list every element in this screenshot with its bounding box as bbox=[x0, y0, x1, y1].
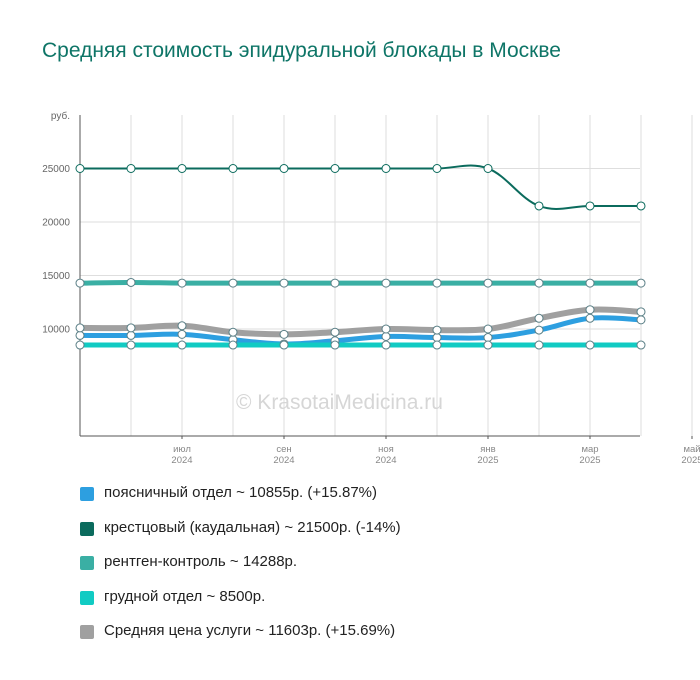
data-point bbox=[432, 325, 442, 335]
data-point bbox=[75, 323, 85, 333]
y-tick-label: 10000 bbox=[42, 325, 70, 336]
legend-swatch bbox=[80, 487, 94, 501]
watermark: © KrasotaiMedicina.ru bbox=[236, 391, 443, 414]
legend-label: грудной отдел ~ 8500р. bbox=[104, 587, 266, 605]
x-tick-label: сен bbox=[276, 444, 291, 455]
data-point bbox=[228, 278, 238, 288]
data-point bbox=[126, 340, 136, 350]
data-point bbox=[330, 278, 340, 288]
data-point bbox=[483, 278, 493, 288]
data-point bbox=[381, 331, 391, 341]
data-point bbox=[432, 340, 442, 350]
data-point bbox=[585, 313, 595, 323]
data-point bbox=[279, 278, 289, 288]
data-point bbox=[636, 340, 646, 350]
y-axis-label: руб. bbox=[51, 110, 70, 122]
data-point bbox=[585, 201, 595, 211]
legend-label: рентген-контроль ~ 14288р. bbox=[104, 553, 298, 570]
x-tick-label-year: 2024 bbox=[375, 455, 396, 466]
y-tick-label: 15000 bbox=[42, 271, 70, 282]
data-point bbox=[483, 340, 493, 350]
legend-swatch bbox=[80, 521, 94, 536]
x-tick-label: май bbox=[683, 444, 700, 455]
legend-item[interactable]: грудной отдел ~ 8500р. bbox=[80, 588, 401, 623]
x-tick-label-year: 2025 bbox=[477, 455, 498, 466]
data-point bbox=[126, 164, 136, 173]
data-point bbox=[381, 278, 391, 288]
data-point bbox=[534, 325, 544, 335]
legend-item[interactable]: крестцовый (каудальная) ~ 21500р. (-14%) bbox=[80, 519, 401, 554]
data-point bbox=[177, 278, 187, 288]
data-point bbox=[330, 327, 340, 337]
data-point bbox=[177, 164, 187, 173]
x-tick-label-year: 2024 bbox=[273, 455, 294, 466]
series-line bbox=[77, 306, 644, 338]
legend-swatch bbox=[80, 590, 94, 605]
data-point bbox=[330, 164, 340, 173]
data-point bbox=[585, 305, 595, 315]
x-tick-label: июл bbox=[173, 444, 191, 455]
data-point bbox=[432, 333, 442, 343]
data-point bbox=[75, 330, 85, 340]
data-point bbox=[177, 321, 187, 331]
x-tick-label-year: 2025 bbox=[681, 455, 700, 466]
data-point bbox=[228, 340, 238, 350]
data-point bbox=[126, 323, 136, 333]
chart-title: Средняя стоимость эпидуральной блокады в… bbox=[42, 39, 561, 62]
data-point bbox=[636, 307, 646, 317]
data-point bbox=[126, 277, 136, 287]
data-point bbox=[75, 164, 85, 173]
legend: поясничный отдел ~ 10855р. (+15.87%) кре… bbox=[80, 484, 401, 657]
series-line bbox=[77, 279, 644, 286]
data-point bbox=[432, 278, 442, 288]
data-point bbox=[381, 340, 391, 350]
data-point bbox=[636, 315, 646, 325]
data-point bbox=[228, 327, 238, 337]
data-point bbox=[75, 278, 85, 288]
data-point bbox=[177, 329, 187, 339]
data-point bbox=[75, 340, 85, 350]
legend-label: крестцовый (каудальная) ~ 21500р. (-14%) bbox=[104, 518, 401, 536]
data-point bbox=[636, 201, 646, 211]
data-point bbox=[534, 278, 544, 288]
legend-swatch bbox=[80, 556, 94, 570]
legend-item[interactable]: рентген-контроль ~ 14288р. bbox=[80, 553, 401, 588]
data-point bbox=[279, 164, 289, 173]
data-point bbox=[585, 340, 595, 350]
data-point bbox=[228, 164, 238, 173]
series-line bbox=[79, 164, 642, 210]
y-tick-label: 20000 bbox=[42, 218, 70, 229]
legend-swatch bbox=[80, 625, 94, 639]
x-tick-label: ноя bbox=[378, 444, 394, 455]
data-point bbox=[534, 313, 544, 323]
x-tick-label: янв bbox=[480, 444, 495, 455]
legend-label: Средняя цена услуги ~ 11603р. (+15.69%) bbox=[104, 622, 396, 639]
data-point bbox=[636, 278, 646, 288]
data-point bbox=[279, 329, 289, 339]
data-point bbox=[279, 340, 289, 350]
data-point bbox=[534, 340, 544, 350]
y-tick-label: 25000 bbox=[42, 164, 70, 175]
data-point bbox=[432, 164, 442, 173]
data-point bbox=[381, 324, 391, 334]
data-point bbox=[483, 333, 493, 343]
data-point bbox=[534, 201, 544, 211]
data-point bbox=[483, 164, 493, 173]
data-point bbox=[381, 164, 391, 173]
line-chart: 10000150002000025000руб.июл2024сен2024но… bbox=[42, 110, 700, 466]
legend-item[interactable]: поясничный отдел ~ 10855р. (+15.87%) bbox=[80, 484, 401, 519]
data-point bbox=[126, 330, 136, 340]
data-point bbox=[585, 278, 595, 288]
data-point bbox=[177, 340, 187, 350]
data-point bbox=[483, 324, 493, 334]
legend-item[interactable]: Средняя цена услуги ~ 11603р. (+15.69%) bbox=[80, 622, 401, 657]
x-tick-label: мар bbox=[581, 444, 598, 455]
x-tick-label-year: 2024 bbox=[171, 455, 192, 466]
legend-label: поясничный отдел ~ 10855р. (+15.87%) bbox=[104, 484, 378, 501]
x-tick-label-year: 2025 bbox=[579, 455, 600, 466]
data-point bbox=[330, 340, 340, 350]
